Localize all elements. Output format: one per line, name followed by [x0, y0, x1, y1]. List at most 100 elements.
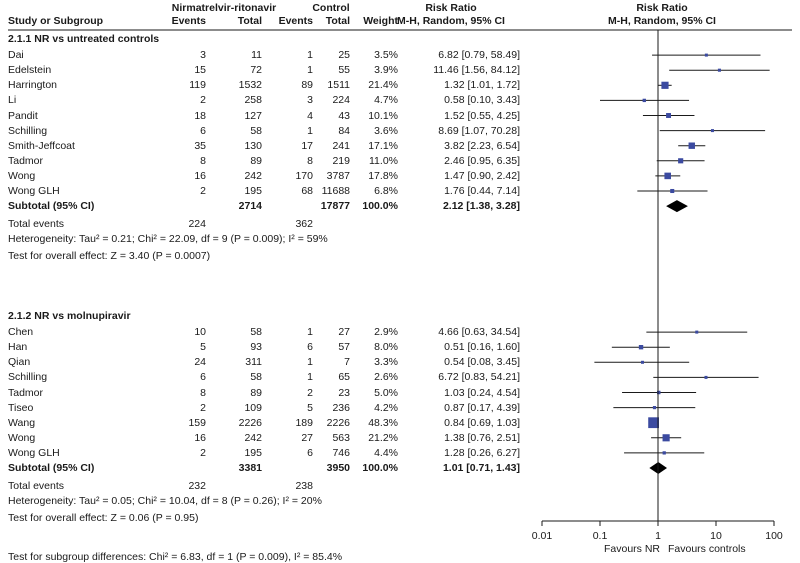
ctl-events: 68 [301, 185, 313, 197]
point-estimate-marker [664, 172, 671, 180]
study-ci-text: 0.54 [0.08, 3.45] [444, 356, 520, 369]
ctl-total: 219 [332, 154, 350, 167]
exp-events-header: Events [171, 15, 206, 27]
subtotal-ctl-total: 17877 [320, 200, 350, 213]
ctl-events: 4 [307, 109, 313, 122]
study-ci-text: 0.87 [0.17, 4.39] [444, 401, 520, 414]
study-ci-text: 0.51 [0.16, 1.60] [444, 341, 520, 354]
study-weight: 6.8% [374, 185, 398, 197]
study-ci-text: 3.82 [2.23, 6.54] [444, 139, 520, 152]
study-weight: 10.1% [368, 109, 398, 122]
study-weight: 4.7% [374, 94, 398, 107]
point-estimate-marker [642, 98, 646, 103]
study-weight: 8.0% [374, 341, 398, 354]
study-ci-text: 1.38 [0.76, 2.51] [444, 431, 520, 444]
study-name: Wong [8, 431, 36, 444]
study-name: Schilling [8, 371, 48, 384]
study-ci-text: 6.72 [0.83, 54.21] [438, 371, 520, 384]
ctl-total: 1511 [327, 79, 350, 92]
ctl-events: 1 [307, 49, 313, 62]
overall-effect-test: Test for overall effect: Z = 0.06 (P = 0… [8, 512, 199, 525]
study-weight: 2.6% [374, 371, 398, 384]
exp-events: 6 [200, 371, 206, 384]
study-name: Tadmor [8, 154, 44, 167]
ctl-total: 7 [344, 356, 350, 369]
study-ci-text: 0.84 [0.69, 1.03] [444, 416, 520, 429]
point-estimate-marker [666, 113, 672, 118]
study-ci-text: 1.32 [1.01, 1.72] [444, 79, 520, 92]
study-name: Qian [8, 356, 31, 369]
study-weight: 2.9% [374, 326, 398, 339]
subtotal-exp-total: 2714 [238, 200, 262, 213]
exp-total: 58 [250, 371, 262, 384]
study-ci-text: 0.58 [0.10, 3.43] [444, 94, 520, 107]
point-estimate-marker [640, 360, 644, 364]
ctl-total: 563 [332, 431, 350, 444]
heterogeneity-stats: Heterogeneity: Tau² = 0.05; Chi² = 10.04… [8, 495, 322, 508]
ctl-events: 1 [307, 356, 313, 369]
ctl-events-header: Events [278, 15, 313, 27]
study-name: Wang [8, 416, 36, 429]
study-ci-text: 4.66 [0.63, 34.54] [438, 326, 520, 339]
total-events-exp: 224 [188, 218, 206, 231]
ctl-events: 17 [301, 139, 313, 152]
exp-total-header: Total [237, 15, 262, 27]
study-weight: 17.1% [368, 139, 398, 152]
exp-events: 159 [188, 416, 206, 429]
point-estimate-marker [678, 158, 684, 164]
study-name: Dai [8, 49, 24, 62]
ctl-total: 43 [338, 109, 350, 122]
study-name: Han [8, 341, 28, 354]
exp-events: 3 [200, 49, 206, 62]
rr-method-header: M-H, Random, 95% CI [397, 15, 505, 27]
exp-total: 72 [250, 64, 262, 77]
point-estimate-marker [662, 451, 666, 455]
heterogeneity-stats: Heterogeneity: Tau² = 0.21; Chi² = 22.09… [8, 233, 328, 246]
ctl-total: 23 [338, 386, 350, 399]
exp-total: 89 [250, 386, 262, 399]
ctl-events: 27 [301, 431, 313, 444]
exp-events: 119 [189, 79, 206, 92]
exp-total: 2226 [238, 416, 262, 429]
exp-events: 8 [200, 154, 206, 167]
subtotal-ci-text: 2.12 [1.38, 3.28] [442, 200, 520, 213]
exp-total: 58 [250, 326, 262, 339]
study-ci-text: 11.46 [1.56, 84.12] [433, 64, 520, 77]
exp-events: 5 [200, 341, 206, 354]
ctl-total: 84 [338, 124, 350, 137]
exp-events: 2 [200, 94, 206, 107]
study-ci-text: 1.47 [0.90, 2.42] [444, 169, 520, 182]
ctl-events: 1 [307, 64, 313, 77]
ctl-total: 236 [332, 401, 350, 414]
exp-total: 195 [244, 446, 262, 459]
study-weight: 5.0% [374, 386, 398, 399]
exp-total: 58 [250, 124, 262, 137]
study-ci-text: 1.52 [0.55, 4.25] [444, 109, 520, 122]
point-estimate-marker [670, 188, 675, 194]
ctl-events: 89 [301, 79, 313, 92]
study-weight: 11.0% [369, 154, 398, 167]
exp-events: 16 [194, 431, 206, 444]
study-name: Edelstein [8, 64, 52, 77]
study-name: Li [8, 94, 17, 107]
study-ci-text: 1.03 [0.24, 4.54] [444, 386, 520, 399]
exp-total: 93 [250, 341, 262, 354]
point-estimate-marker [704, 53, 708, 57]
subtotal-label: Subtotal (95% CI) [8, 462, 95, 474]
exp-events: 2 [200, 446, 206, 459]
study-name: Tadmor [8, 386, 44, 399]
ctl-total: 11688 [321, 185, 350, 197]
ctl-total: 746 [332, 446, 350, 459]
subtotal-ci-text: 1.01 [0.71, 1.43] [442, 462, 520, 474]
plot-method-header: M-H, Random, 95% CI [608, 15, 716, 27]
study-weight: 4.4% [374, 446, 398, 459]
exp-total: 130 [244, 139, 262, 152]
point-estimate-marker [710, 129, 714, 133]
point-estimate-marker [704, 375, 708, 379]
x-tick-label: 10 [710, 530, 722, 542]
exp-total: 109 [244, 401, 262, 414]
ctl-total: 65 [338, 371, 350, 384]
exp-total: 242 [244, 169, 262, 182]
study-ci-text: 6.82 [0.79, 58.49] [438, 49, 520, 62]
